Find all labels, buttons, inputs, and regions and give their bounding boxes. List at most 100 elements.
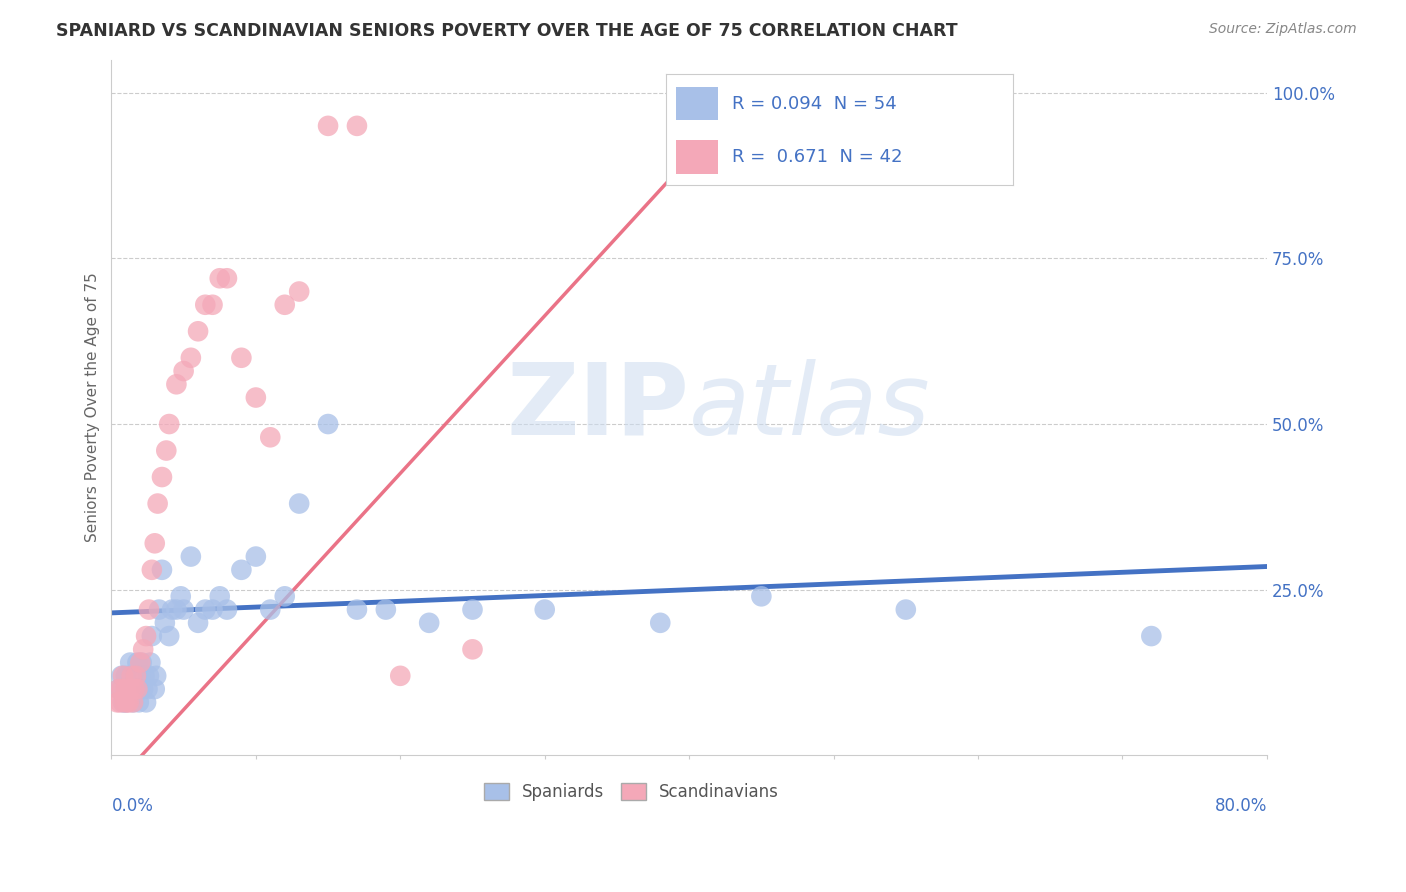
Text: SPANIARD VS SCANDINAVIAN SENIORS POVERTY OVER THE AGE OF 75 CORRELATION CHART: SPANIARD VS SCANDINAVIAN SENIORS POVERTY… xyxy=(56,22,957,40)
Point xyxy=(118,682,141,697)
Point xyxy=(141,563,163,577)
Point xyxy=(139,656,162,670)
Point xyxy=(288,285,311,299)
Point xyxy=(107,682,129,697)
Point xyxy=(418,615,440,630)
Point xyxy=(187,324,209,338)
Point xyxy=(135,695,157,709)
Point xyxy=(160,602,183,616)
Point xyxy=(194,602,217,616)
Point xyxy=(245,549,267,564)
Point xyxy=(120,682,142,697)
Point xyxy=(153,615,176,630)
Point xyxy=(155,443,177,458)
Text: 0.0%: 0.0% xyxy=(111,797,153,815)
Point xyxy=(143,536,166,550)
Point xyxy=(173,602,195,616)
Point xyxy=(141,629,163,643)
Text: Source: ZipAtlas.com: Source: ZipAtlas.com xyxy=(1209,22,1357,37)
Point xyxy=(274,298,297,312)
Text: ZIP: ZIP xyxy=(506,359,689,456)
Point xyxy=(127,656,149,670)
Point xyxy=(346,602,368,616)
Point xyxy=(215,602,238,616)
Point xyxy=(138,669,160,683)
Point xyxy=(110,669,132,683)
Point xyxy=(128,695,150,709)
Point xyxy=(259,430,281,444)
Point xyxy=(122,695,145,709)
Point xyxy=(650,615,672,630)
Point xyxy=(125,669,148,683)
Point xyxy=(180,351,202,365)
Point xyxy=(136,682,159,697)
Point xyxy=(346,119,368,133)
Point xyxy=(288,497,311,511)
Point xyxy=(208,271,231,285)
Point xyxy=(180,549,202,564)
Point xyxy=(533,602,555,616)
Point xyxy=(316,119,339,133)
Point xyxy=(201,298,224,312)
Point xyxy=(122,695,145,709)
Point xyxy=(111,669,134,683)
Point xyxy=(134,669,156,683)
Point xyxy=(245,391,267,405)
Text: 80.0%: 80.0% xyxy=(1215,797,1267,815)
Point xyxy=(129,669,152,683)
Point xyxy=(146,497,169,511)
Point xyxy=(165,377,187,392)
Point xyxy=(129,682,152,697)
Point xyxy=(127,682,149,697)
Point xyxy=(231,351,253,365)
Point xyxy=(121,669,143,683)
Point xyxy=(173,364,195,378)
Y-axis label: Seniors Poverty Over the Age of 75: Seniors Poverty Over the Age of 75 xyxy=(86,273,100,542)
Point xyxy=(112,695,135,709)
Point xyxy=(110,682,132,697)
Point xyxy=(138,602,160,616)
Point xyxy=(124,682,146,697)
Point xyxy=(127,682,149,697)
Point xyxy=(374,602,396,616)
Point xyxy=(150,563,173,577)
Point xyxy=(751,590,773,604)
Text: atlas: atlas xyxy=(689,359,931,456)
Point xyxy=(111,695,134,709)
Point xyxy=(124,682,146,697)
Point xyxy=(194,298,217,312)
Point xyxy=(316,417,339,431)
Point xyxy=(118,695,141,709)
Point xyxy=(129,656,152,670)
Point xyxy=(461,642,484,657)
Point xyxy=(215,271,238,285)
Point xyxy=(894,602,917,616)
Point xyxy=(135,629,157,643)
Point xyxy=(105,695,128,709)
Point xyxy=(157,629,180,643)
Legend: Spaniards, Scandinavians: Spaniards, Scandinavians xyxy=(475,775,787,810)
Point xyxy=(201,602,224,616)
Point xyxy=(108,695,131,709)
Point xyxy=(208,590,231,604)
Point xyxy=(389,669,412,683)
Point xyxy=(117,695,139,709)
Point xyxy=(187,615,209,630)
Point xyxy=(157,417,180,431)
Point xyxy=(150,470,173,484)
Point xyxy=(259,602,281,616)
Point xyxy=(131,656,153,670)
Point xyxy=(170,590,193,604)
Point xyxy=(132,682,155,697)
Point xyxy=(145,669,167,683)
Point xyxy=(120,656,142,670)
Point xyxy=(143,682,166,697)
Point xyxy=(165,602,187,616)
Point xyxy=(148,602,170,616)
Point xyxy=(115,669,138,683)
Point xyxy=(231,563,253,577)
Point xyxy=(115,682,138,697)
Point xyxy=(107,682,129,697)
Point xyxy=(122,669,145,683)
Point xyxy=(274,590,297,604)
